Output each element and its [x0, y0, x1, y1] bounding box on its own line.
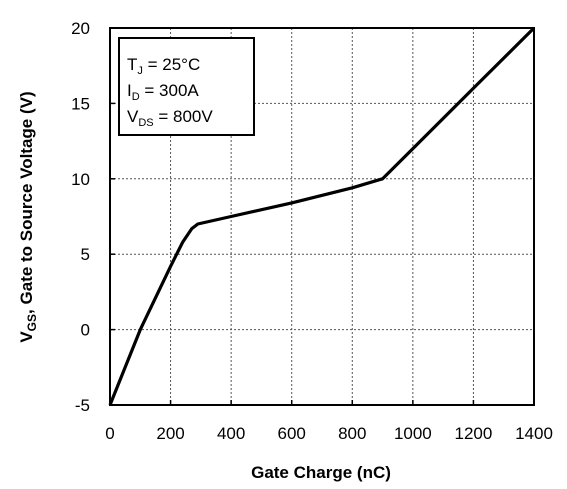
- x-tick-label: 600: [278, 424, 306, 443]
- y-tick-label: 0: [81, 321, 90, 340]
- y-axis-ticks: -5 0 5 10 15 20: [71, 19, 115, 415]
- conditions-annotation: TJ = 25°C ID = 300A VDS = 800V: [118, 37, 255, 136]
- x-tick-label: 400: [217, 424, 245, 443]
- annotation-vds: VDS = 800V: [127, 107, 213, 129]
- x-tick-label: 1400: [515, 424, 553, 443]
- y-tick-label: 5: [81, 245, 90, 264]
- y-tick-label: -5: [75, 396, 90, 415]
- plot-area-frame: [109, 27, 535, 406]
- x-axis-label: Gate Charge (nC): [251, 463, 391, 482]
- annotation-box-frame: [118, 37, 255, 136]
- x-tick-label: 1200: [455, 424, 493, 443]
- x-tick-label: 800: [338, 424, 366, 443]
- x-axis-ticks: 0 200 400 600 800 1000 1200 1400: [105, 400, 553, 443]
- x-tick-label: 200: [156, 424, 184, 443]
- y-tick-label: 15: [71, 94, 90, 113]
- y-tick-label: 20: [71, 19, 90, 38]
- y-tick-label: 10: [71, 170, 90, 189]
- y-axis-label: VGS, Gate to Source Voltage (V): [17, 91, 39, 342]
- x-tick-label: 0: [105, 424, 114, 443]
- series-line: [108, 26, 536, 406]
- annotation-id: ID = 300A: [127, 81, 199, 103]
- annotation-tj: TJ = 25°C: [127, 55, 200, 77]
- x-tick-label: 1000: [394, 424, 432, 443]
